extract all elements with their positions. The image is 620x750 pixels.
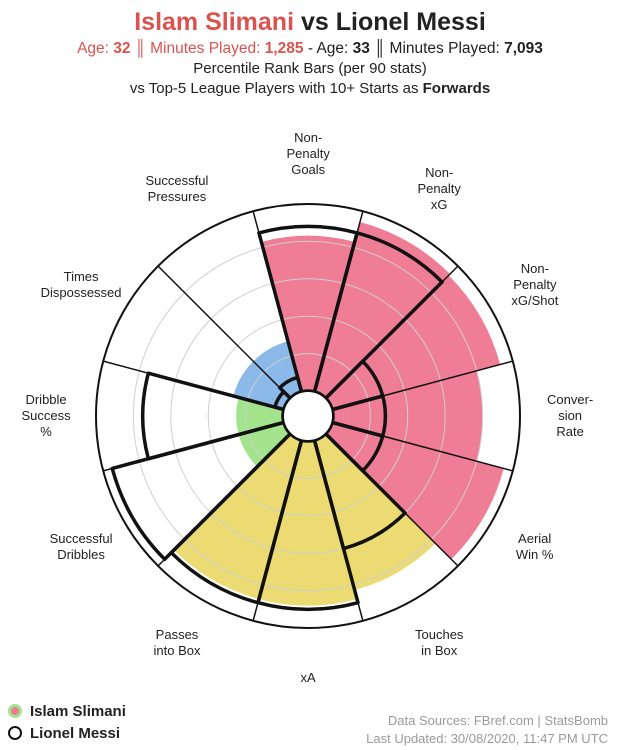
legend-item-player2: Lionel Messi bbox=[8, 722, 126, 744]
category-label-2: Non- Penalty xG/Shot bbox=[511, 261, 559, 308]
dash: - bbox=[307, 40, 314, 57]
chart-title: Islam Slimani vs Lionel Messi bbox=[0, 6, 620, 38]
p1-minutes-label: Minutes Played: bbox=[150, 40, 261, 57]
category-label-9: Dribble Success % bbox=[21, 392, 71, 439]
bar-islam-slimani-10 bbox=[233, 361, 291, 410]
legend-label-player2: Lionel Messi bbox=[30, 724, 121, 742]
category-label-10: Times Dispossessed bbox=[40, 269, 122, 300]
bar-islam-slimani-0 bbox=[261, 235, 355, 392]
legend-marker-player2 bbox=[8, 726, 22, 740]
last-updated: Last Updated: 30/08/2020, 11:47 PM UTC bbox=[366, 731, 608, 746]
p2-age: 33 bbox=[352, 40, 370, 57]
p2-age-label: Age: bbox=[316, 40, 349, 57]
sector-divider-11 bbox=[157, 265, 291, 399]
player1-name: Islam Slimani bbox=[134, 8, 295, 36]
sources-line: Data Sources: FBref.com | StatsBomb bbox=[387, 713, 608, 728]
chart-description: Percentile Rank Bars (per 90 stats) bbox=[193, 60, 427, 77]
category-label-1: Non- Penalty xG bbox=[417, 165, 461, 213]
category-label-5: Touches in Box bbox=[415, 626, 464, 658]
grid-ring-80 bbox=[132, 240, 484, 592]
category-label-0: Non- Penalty Goals bbox=[286, 130, 330, 177]
p2-minutes: 7,093 bbox=[504, 40, 543, 57]
grid-ring-40 bbox=[207, 315, 409, 517]
category-label-11: Successful Pressures bbox=[145, 173, 209, 205]
bar-islam-slimani-6 bbox=[258, 440, 358, 606]
category-label-6: xA bbox=[300, 670, 316, 685]
grid-ring-60 bbox=[170, 278, 446, 554]
chart-subtitle: Age: 32 ║ Minutes Played: 1,285 - Age: 3… bbox=[0, 38, 620, 59]
vs-text: vs bbox=[300, 8, 329, 36]
p1-sep: ║ bbox=[134, 40, 146, 57]
data-sources: Data Sources: FBref.com | StatsBomb Last… bbox=[366, 712, 608, 748]
category-label-3: Conver- sion Rate bbox=[547, 392, 594, 439]
p2-sep: ║ bbox=[374, 40, 386, 57]
category-label-7: Passes into Box bbox=[153, 626, 201, 658]
p1-minutes: 1,285 bbox=[264, 40, 304, 57]
chart-comparison-group: vs Top-5 League Players with 10+ Starts … bbox=[0, 79, 620, 99]
category-label-4: Aerial Win % bbox=[515, 531, 554, 562]
legend-marker-player1 bbox=[8, 704, 22, 718]
comparison-prefix: vs Top-5 League Players with 10+ Starts … bbox=[129, 80, 419, 97]
p2-minutes-label: Minutes Played: bbox=[389, 40, 500, 57]
legend-label-player1: Islam Slimani bbox=[30, 702, 126, 720]
comparison-position: Forwards bbox=[422, 80, 491, 97]
chart-header: Islam Slimani vs Lionel Messi Age: 32 ║ … bbox=[0, 6, 620, 99]
grid-ring-20 bbox=[245, 353, 371, 479]
bar-islam-slimani-11 bbox=[253, 341, 302, 399]
category-label-8: Successful Dribbles bbox=[49, 531, 113, 562]
p1-age: 32 bbox=[113, 40, 131, 57]
legend-item-player1: Islam Slimani bbox=[8, 700, 126, 722]
center-circle bbox=[282, 390, 334, 442]
p1-age-label: Age: bbox=[77, 40, 109, 57]
player2-name: Lionel Messi bbox=[335, 8, 486, 36]
legend: Islam Slimani Lionel Messi bbox=[8, 700, 126, 744]
bar-islam-slimani-8 bbox=[238, 422, 291, 467]
